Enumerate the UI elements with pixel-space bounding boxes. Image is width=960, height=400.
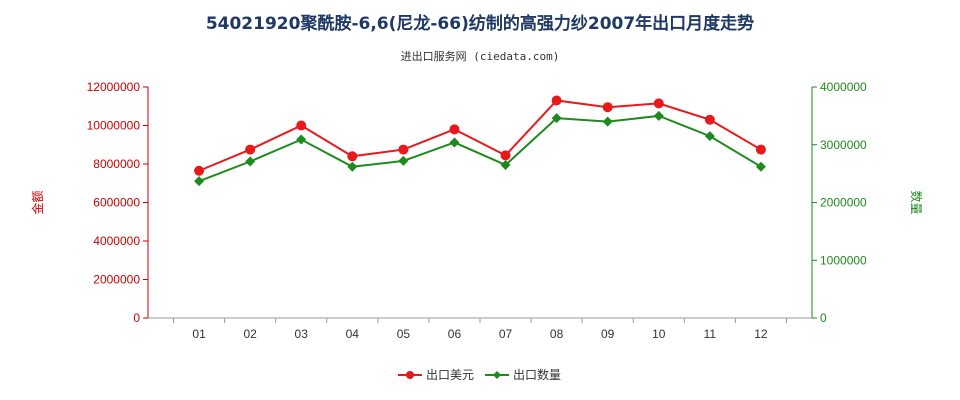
left-tick-label: 8000000 (93, 157, 140, 171)
right-tick-label: 2000000 (820, 196, 867, 210)
data-point-value (449, 124, 460, 135)
data-point-value (755, 144, 766, 155)
data-point-quantity (296, 134, 307, 145)
series-line-quantity (198, 114, 762, 183)
right-tick-label: 4000000 (820, 80, 867, 94)
data-point-value (653, 98, 664, 109)
x-tick-label: 05 (397, 327, 411, 341)
data-point-value (296, 120, 307, 131)
data-point-value (704, 114, 715, 125)
left-tick-label: 12000000 (87, 80, 141, 94)
left-tick-label: 10000000 (87, 119, 141, 133)
x-tick-label: 10 (652, 327, 666, 341)
data-point-quantity (602, 116, 613, 127)
legend-label-value: 出口美元 (426, 368, 474, 382)
x-tick-label: 03 (295, 327, 309, 341)
data-point-quantity (449, 137, 460, 148)
right-tick-label: 0 (820, 311, 827, 325)
data-point-value (347, 151, 358, 162)
x-tick-label: 01 (192, 327, 206, 341)
data-point-value (398, 144, 409, 155)
data-point-quantity (755, 161, 766, 172)
x-tick-label: 08 (550, 327, 564, 341)
data-point-quantity (653, 110, 664, 121)
chart-source: 进出口服务网 (ciedata.com) (400, 50, 560, 63)
x-tick-label: 12 (754, 327, 768, 341)
data-point-value (602, 102, 613, 113)
left-tick-label: 2000000 (93, 273, 140, 287)
data-point-quantity (704, 131, 715, 142)
legend-label-quantity: 出口数量 (513, 367, 561, 382)
data-point-quantity (245, 156, 256, 167)
chart-title: 54021920聚酰胺-6,6(尼龙-66)纺制的高强力纱2007年出口月度走势 (205, 14, 755, 34)
x-tick-label: 06 (448, 327, 462, 341)
left-axis-title: 金额 (30, 190, 45, 214)
right-tick-label: 1000000 (820, 253, 867, 267)
x-tick-label: 11 (704, 327, 717, 341)
x-tick-label: 04 (346, 327, 360, 341)
x-tick-label: 02 (243, 327, 257, 341)
data-point-value (551, 95, 562, 106)
right-tick-label: 3000000 (820, 138, 867, 152)
data-point-quantity (398, 155, 409, 166)
data-point-quantity (551, 113, 562, 124)
x-tick-label: 09 (601, 327, 615, 341)
data-point-value (500, 150, 511, 161)
legend-marker-value (406, 371, 414, 379)
data-point-value (194, 165, 205, 176)
legend-marker-quantity (493, 371, 501, 379)
series-line-value (198, 99, 762, 172)
right-axis-title: 数量 (909, 190, 924, 214)
left-tick-label: 6000000 (93, 196, 140, 210)
data-point-quantity (347, 161, 358, 172)
x-tick-label: 07 (499, 327, 513, 341)
left-tick-label: 0 (133, 311, 140, 325)
left-tick-label: 4000000 (93, 234, 140, 248)
data-point-quantity (194, 176, 205, 187)
data-point-value (245, 144, 256, 155)
data-point-quantity (500, 159, 511, 170)
